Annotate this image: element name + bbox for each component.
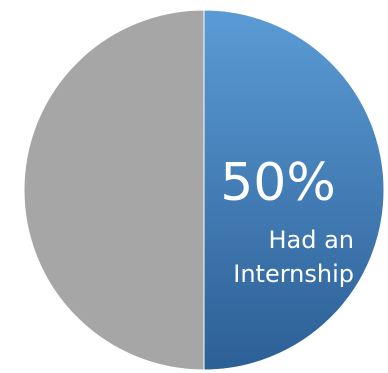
slice-description-line: Internship [233, 260, 354, 288]
pie-slice-1 [24, 10, 204, 370]
slice-percent-label: 50% [220, 153, 336, 213]
slice-description-line: Had an [268, 226, 354, 254]
